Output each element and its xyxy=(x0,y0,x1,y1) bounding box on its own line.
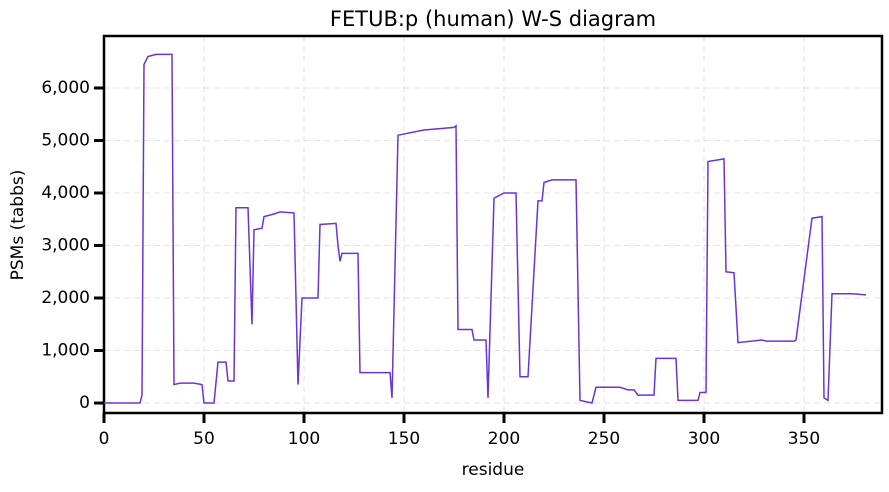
x-axis-label: residue xyxy=(462,460,525,480)
x-tick-label: 200 xyxy=(488,429,520,449)
y-tick-label: 2,000 xyxy=(41,288,90,308)
chart-title: FETUB:p (human) W-S diagram xyxy=(330,7,656,31)
y-tick-label: 4,000 xyxy=(41,183,90,203)
data-line xyxy=(104,53,867,404)
x-tick-label: 50 xyxy=(193,429,215,449)
y-tick-label: 5,000 xyxy=(41,130,90,150)
y-tick-label: 1,000 xyxy=(41,341,90,361)
x-tick-label: 350 xyxy=(788,429,820,449)
x-tick-label: 150 xyxy=(388,429,420,449)
x-tick-label: 100 xyxy=(288,429,320,449)
x-tick-label: 300 xyxy=(688,429,720,449)
y-tick-label: 0 xyxy=(79,393,90,413)
y-axis-label: PSMs (tabbs) xyxy=(8,170,28,281)
x-tick-label: 250 xyxy=(588,429,620,449)
x-tick-label: 0 xyxy=(99,429,110,449)
plot-frame xyxy=(102,34,884,415)
y-tick-label: 6,000 xyxy=(41,78,90,98)
y-tick-label: 3,000 xyxy=(41,236,90,256)
